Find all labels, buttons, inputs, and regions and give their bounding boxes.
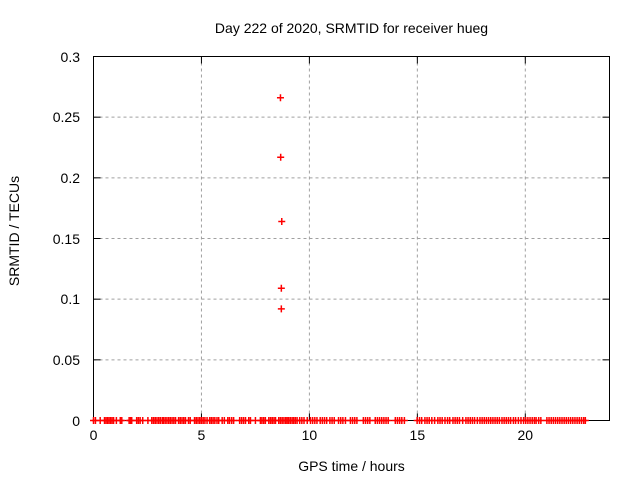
x-axis-label: GPS time / hours <box>298 458 405 474</box>
y-tick-label: 0.05 <box>52 351 80 368</box>
x-tick-label: 15 <box>409 427 426 443</box>
y-tick-label: 0.1 <box>60 291 80 308</box>
plot-canvas <box>90 56 610 424</box>
x-tick-label: 0 <box>89 427 98 443</box>
chart-title: Day 222 of 2020, SRMTID for receiver hue… <box>214 20 489 36</box>
x-tick-label: 10 <box>301 427 318 443</box>
y-tick-label: 0.2 <box>60 169 80 186</box>
x-tick-label: 5 <box>197 427 206 443</box>
y-tick-label: 0.3 <box>60 48 80 65</box>
y-tick-label: 0.25 <box>52 109 80 126</box>
y-tick-label: 0.15 <box>52 230 80 247</box>
x-tick-label: 20 <box>517 427 534 443</box>
y-tick-label: 0 <box>72 412 80 429</box>
